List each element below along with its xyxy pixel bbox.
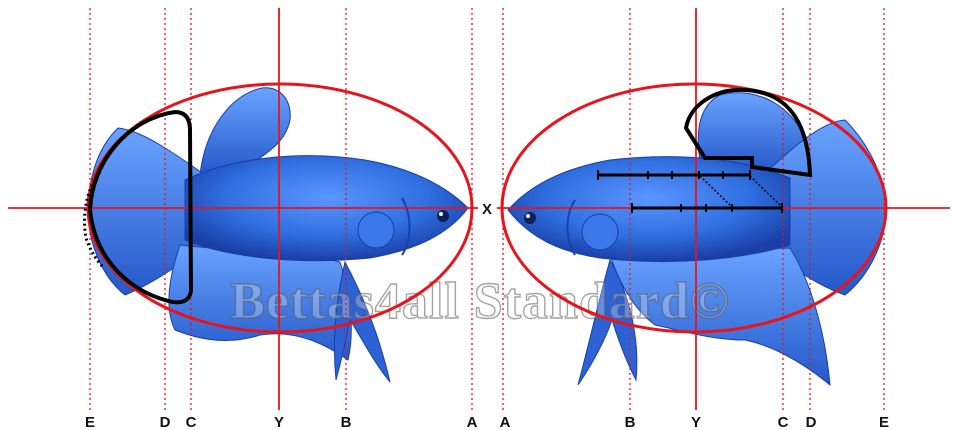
right-label-d: D [806,414,817,430]
right-eye-highlight [526,214,530,218]
left-label-y: Y [274,414,284,430]
left-label-e: E [85,414,95,430]
diagonal-dotted-1 [699,175,733,208]
diagonal-dotted-2 [749,175,783,208]
watermark: Bettas4all Standard© [230,273,729,330]
left-label-a: A [467,414,478,430]
right-eye [524,212,536,224]
left-gill-cover [401,197,411,256]
left-caudal-outline [88,109,194,305]
left-label-d: D [160,414,171,430]
right-label-a: A [500,414,511,430]
left-pectoral-fin [357,211,395,249]
right-pectoral-fin [581,213,619,251]
left-ventral-fin [333,260,391,383]
left-guide-labels: E D C Y B A [85,414,478,430]
left-eye [437,210,449,222]
right-label-c: C [778,414,789,430]
right-fish-group [507,92,887,387]
right-ellipse [500,82,888,334]
right-measurement-bars [597,170,783,213]
right-dorsal-outline [683,87,813,178]
left-fish-group [87,87,469,383]
left-label-b: B [341,414,352,430]
center-marker: X [482,201,492,218]
right-label-y: Y [691,414,701,430]
right-guide-labels: A B Y C D E [500,414,889,430]
left-ellipse [86,82,474,334]
right-label-b: B [625,414,636,430]
right-label-e: E [879,414,889,430]
left-eye-highlight [439,212,443,216]
right-gill-cover [566,199,576,256]
left-label-c: C [186,414,197,430]
